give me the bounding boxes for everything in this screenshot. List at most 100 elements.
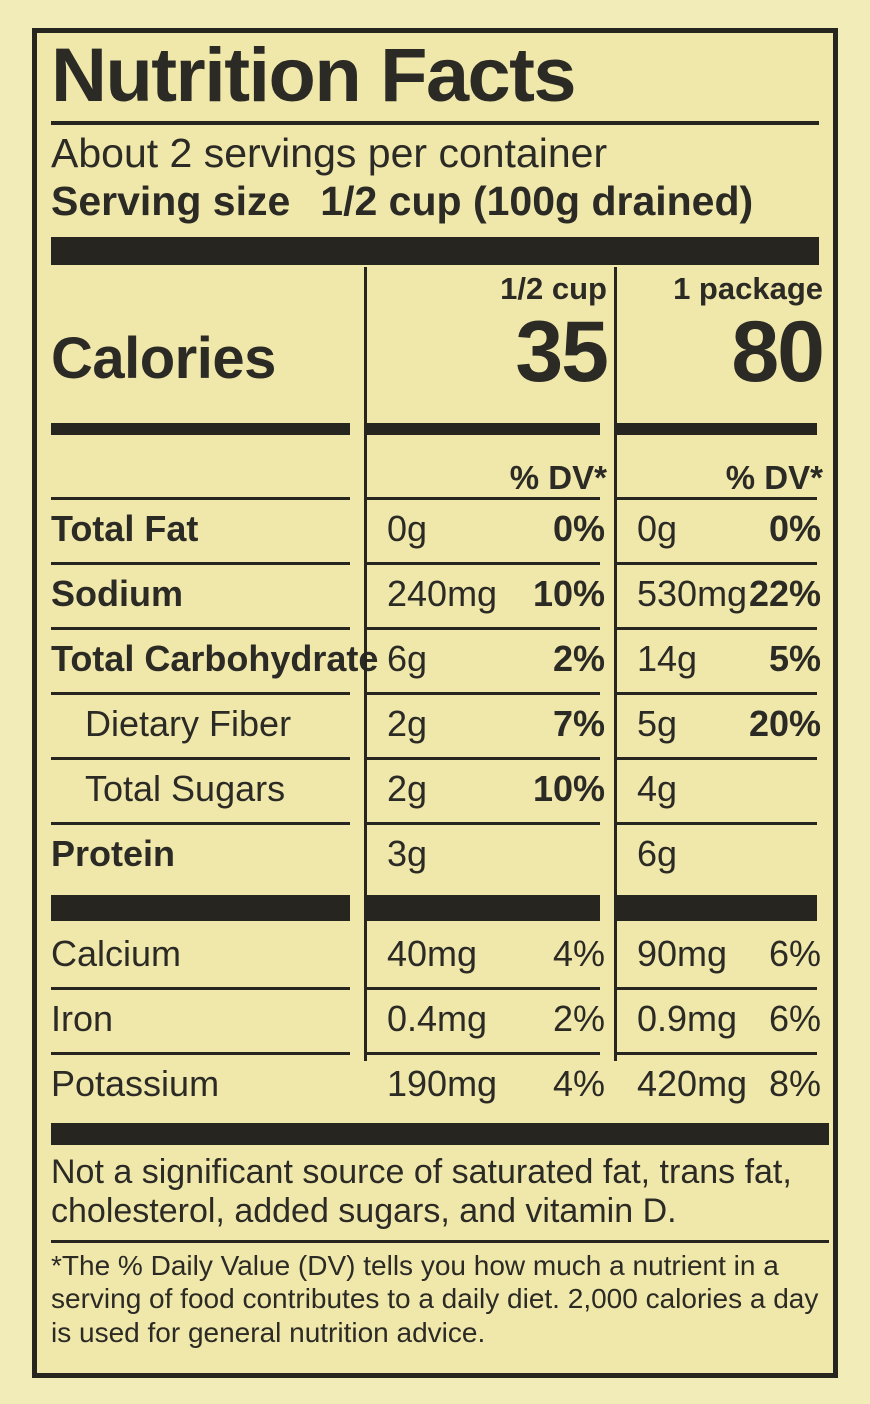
nutrient-dv: 6% xyxy=(768,998,821,1039)
underline-gap xyxy=(350,423,366,435)
nutrient-amount: 240mg xyxy=(387,573,498,614)
nutrient-name: Total Sugars xyxy=(85,768,286,809)
dv-header-spacer xyxy=(51,459,363,497)
nutrient-amount: 5g xyxy=(637,703,678,744)
table-row: Sodium 240mg 10% 530mg 22% xyxy=(51,565,829,627)
nutrient-amount: 6g xyxy=(387,638,428,679)
nutrient-col2: 5g 20% xyxy=(613,695,829,757)
nutrient-dv: 2% xyxy=(552,638,605,679)
nutrient-dv: 7% xyxy=(552,703,605,744)
table-row: Potassium 190mg 4% 420mg 8% xyxy=(51,1055,829,1117)
nutrient-name: Protein xyxy=(51,833,176,874)
nutrient-dv: 20% xyxy=(748,703,821,744)
nutrient-dv: 4% xyxy=(552,933,605,974)
row-separator xyxy=(51,562,829,565)
calories-underline-col1 xyxy=(366,423,600,435)
nutrient-col1: 240mg 10% xyxy=(363,565,613,627)
column-header-col2: 1 package xyxy=(673,271,823,306)
column-divider-2 xyxy=(614,267,617,1061)
calories-value-col1: 35 xyxy=(515,304,609,400)
daily-value-footnote: *The % Daily Value (DV) tells you how mu… xyxy=(51,1249,819,1349)
nutrient-grid: 1/2 cup 1 package Calories 35 80 xyxy=(51,265,825,1117)
nutrient-amount: 190mg xyxy=(387,1063,498,1104)
footnote-divider-bar xyxy=(51,1123,829,1145)
nutrient-col2: 4g xyxy=(613,760,829,822)
nutrient-name: Calcium xyxy=(51,933,182,974)
nutrient-amount: 3g xyxy=(387,833,428,874)
nutrient-amount: 420mg xyxy=(637,1063,748,1104)
table-row: Total Sugars 2g 10% 4g xyxy=(51,760,829,822)
nutrient-amount: 0.9mg xyxy=(637,998,738,1039)
calories-underline-bars xyxy=(51,423,829,435)
calories-label: Calories xyxy=(51,326,276,392)
nutrient-amount: 530mg xyxy=(637,573,748,614)
nutrient-amount: 90mg xyxy=(637,933,728,974)
nutrient-amount: 2g xyxy=(387,768,428,809)
panel-title: Nutrition Facts xyxy=(51,33,577,118)
serving-size-value: 1/2 cup (100g drained) xyxy=(320,177,754,224)
nutrient-name: Total Fat xyxy=(51,508,199,549)
column-header-col1: 1/2 cup xyxy=(500,271,607,306)
table-row: Dietary Fiber 2g 7% 5g 20% xyxy=(51,695,829,757)
nutrient-col2: 14g 5% xyxy=(613,630,829,692)
table-row: Total Fat 0g 0% 0g 0% xyxy=(51,500,829,562)
nutrient-amount: 2g xyxy=(387,703,428,744)
nutrient-col1: 3g xyxy=(363,825,613,891)
calories-underline-label xyxy=(51,423,350,435)
footnote-separator xyxy=(51,1239,829,1243)
row-separator xyxy=(51,987,829,990)
nutrient-col2: 0.9mg 6% xyxy=(613,990,829,1052)
nutrient-name: Total Carbohydrate xyxy=(51,638,379,679)
nutrient-col1: 6g 2% xyxy=(363,630,613,692)
nutrient-col2: 420mg 8% xyxy=(613,1055,829,1117)
nutrient-col2: 530mg 22% xyxy=(613,565,829,627)
row-separator xyxy=(51,692,829,695)
calories-row: Calories 35 80 xyxy=(51,304,829,400)
row-separator xyxy=(51,1052,829,1055)
row-separator xyxy=(51,822,829,825)
row-separator xyxy=(51,497,829,500)
row-separator xyxy=(51,627,829,630)
nutrient-dv: 10% xyxy=(532,768,605,809)
nutrient-amount: 40mg xyxy=(387,933,478,974)
not-significant-source-note: Not a significant source of saturated fa… xyxy=(51,1153,792,1231)
title-rule xyxy=(51,121,819,126)
servings-per-container: About 2 servings per container xyxy=(51,130,608,177)
dv-header-col1: % DV* xyxy=(509,459,607,496)
nutrient-col2: 90mg 6% xyxy=(613,925,829,987)
nutrient-col1: 0g 0% xyxy=(363,500,613,562)
nutrient-amount: 4g xyxy=(637,768,678,809)
nutrient-dv: 5% xyxy=(768,638,821,679)
column-headers-row: 1/2 cup 1 package xyxy=(51,271,829,307)
nutrient-amount: 0.4mg xyxy=(387,998,488,1039)
nutrient-amount: 14g xyxy=(637,638,698,679)
nutrient-dv: 4% xyxy=(552,1063,605,1104)
column-divider-1 xyxy=(364,267,367,1061)
nutrient-col1: 0.4mg 2% xyxy=(363,990,613,1052)
nutrient-dv: 8% xyxy=(768,1063,821,1104)
underline-gap xyxy=(600,423,616,435)
nutrient-dv: 6% xyxy=(768,933,821,974)
nutrient-col1: 40mg 4% xyxy=(363,925,613,987)
serving-size-label: Serving size xyxy=(51,177,291,224)
calories-value-col2: 80 xyxy=(731,304,825,400)
nutrient-col1: 190mg 4% xyxy=(363,1055,613,1117)
column-header-spacer xyxy=(51,271,363,307)
nutrient-dv: 2% xyxy=(552,998,605,1039)
dv-header-col2: % DV* xyxy=(725,459,823,496)
nutrient-col2: 0g 0% xyxy=(613,500,829,562)
minerals-divider-bar xyxy=(51,895,829,921)
table-row: Iron 0.4mg 2% 0.9mg 6% xyxy=(51,990,829,1052)
nutrient-name: Iron xyxy=(51,998,114,1039)
nutrient-amount: 0g xyxy=(387,508,428,549)
nutrient-dv: 0% xyxy=(552,508,605,549)
daily-value-header-row: % DV* % DV* xyxy=(51,459,829,497)
nutrient-amount: 6g xyxy=(637,833,678,874)
nutrition-facts-panel: Nutrition Facts About 2 servings per con… xyxy=(32,28,838,1378)
nutrient-col2: 6g xyxy=(613,825,829,891)
nutrient-dv: 10% xyxy=(532,573,605,614)
nutrient-col1: 2g 7% xyxy=(363,695,613,757)
nutrient-dv: 22% xyxy=(748,573,821,614)
nutrient-name: Dietary Fiber xyxy=(85,703,292,744)
